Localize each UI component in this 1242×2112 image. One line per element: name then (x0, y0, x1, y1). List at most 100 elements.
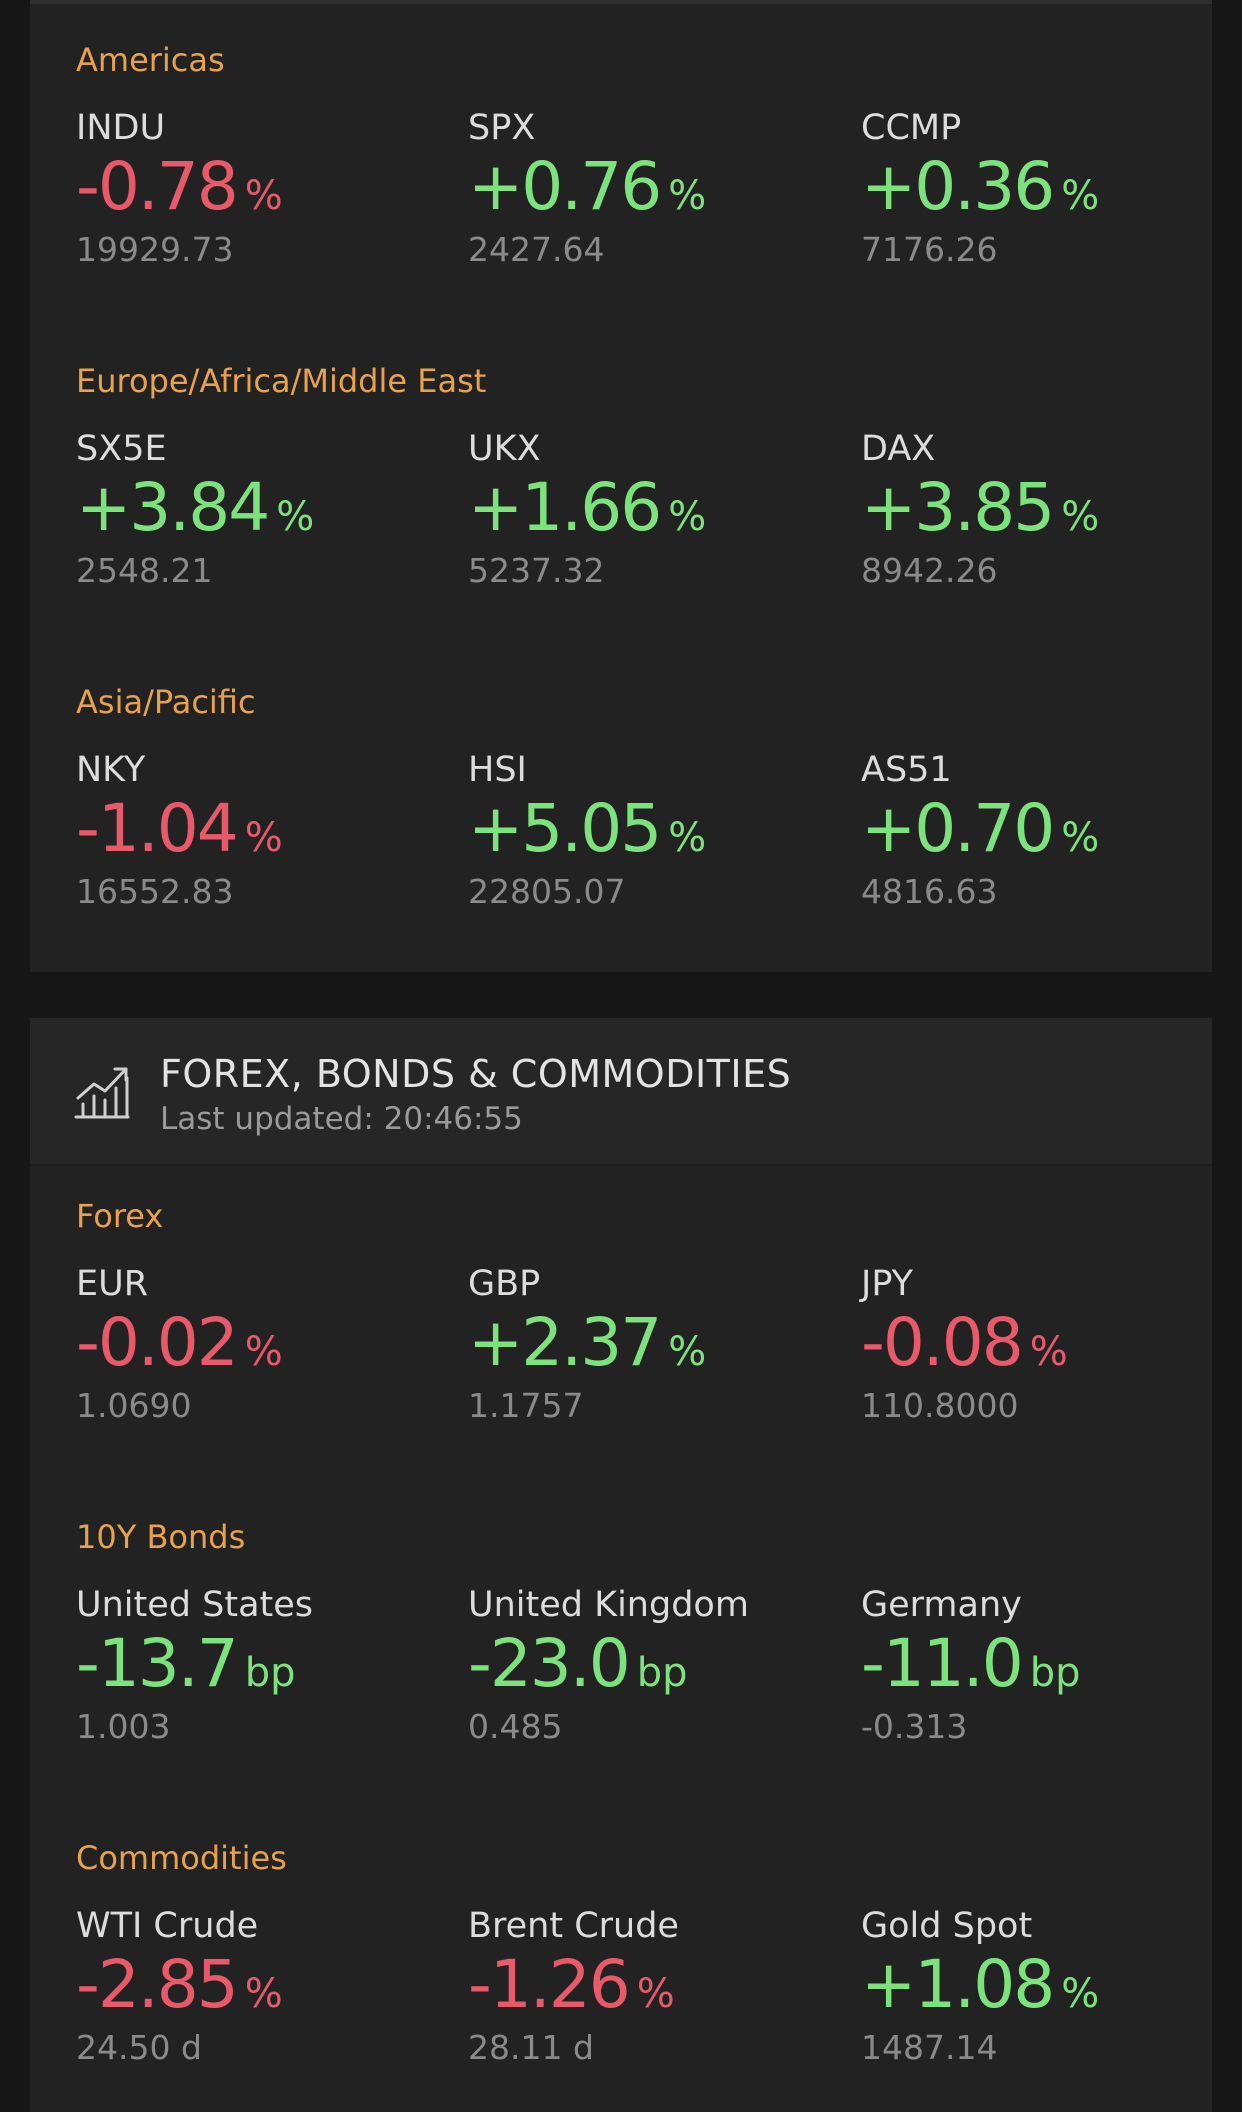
change-value: +3.85 (861, 469, 1055, 546)
quote-name: Gold Spot (861, 1906, 1033, 1946)
quote-name: HSI (468, 750, 527, 790)
quote-change: +3.84% (76, 469, 314, 546)
quote-tile-sx5e[interactable]: SX5E +3.84% 2548.21 (76, 429, 456, 619)
change-value: +2.37 (468, 1304, 662, 1381)
quote-tile-united-kingdom[interactable]: United Kingdom -23.0 bp 0.485 (468, 1585, 848, 1775)
last-updated-timestamp: Last updated: 20:46:55 (160, 1101, 523, 1137)
change-value: +1.08 (861, 1946, 1055, 2023)
quote-last-value: 1.1757 (468, 1386, 584, 1425)
quote-change: -0.08% (861, 1304, 1068, 1381)
quote-last-value: 1487.14 (861, 2028, 998, 2067)
change-value: +0.70 (861, 790, 1055, 867)
quote-tile-dax[interactable]: DAX +3.85% 8942.26 (861, 429, 1241, 619)
change-unit: % (1061, 815, 1100, 861)
quote-tile-germany[interactable]: Germany -11.0 bp -0.313 (861, 1585, 1241, 1775)
quote-name: JPY (861, 1264, 914, 1304)
change-value: +0.36 (861, 148, 1055, 225)
change-unit: % (1029, 1329, 1068, 1375)
quote-last-value: 1.0690 (76, 1386, 192, 1425)
change-unit: bp (244, 1650, 296, 1696)
quote-name: United States (76, 1585, 314, 1625)
quote-name: SPX (468, 108, 536, 148)
quote-tile-brent-crude[interactable]: Brent Crude -1.26% 28.11 d (468, 1906, 848, 2096)
change-value: +1.66 (468, 469, 662, 546)
quote-name: United Kingdom (468, 1585, 749, 1625)
quote-change: -0.78% (76, 148, 283, 225)
quote-tile-gold-spot[interactable]: Gold Spot +1.08% 1487.14 (861, 1906, 1241, 2096)
quote-tile-as51[interactable]: AS51 +0.70% 4816.63 (861, 750, 1241, 940)
quote-tile-eur[interactable]: EUR -0.02% 1.0690 (76, 1264, 456, 1454)
quote-last-value: 28.11 d (468, 2028, 594, 2067)
quote-change: -1.26% (468, 1946, 675, 2023)
change-unit: % (1061, 173, 1100, 219)
quote-tile-gbp[interactable]: GBP +2.37% 1.1757 (468, 1264, 848, 1454)
quote-tile-indu[interactable]: INDU -0.78% 19929.73 (76, 108, 456, 298)
quote-tile-ccmp[interactable]: CCMP +0.36% 7176.26 (861, 108, 1241, 298)
quote-tile-ukx[interactable]: UKX +1.66% 5237.32 (468, 429, 848, 619)
section-label-commodities: Commodities (76, 1839, 287, 1877)
change-value: -23.0 (468, 1625, 631, 1702)
change-unit: % (244, 815, 283, 861)
quote-change: +0.76% (468, 148, 706, 225)
change-value: -13.7 (76, 1625, 239, 1702)
change-value: -1.26 (468, 1946, 631, 2023)
quote-last-value: 1.003 (76, 1707, 171, 1746)
forex-bonds-commodities-card: FOREX, BONDS & COMMODITIES Last updated:… (30, 1018, 1212, 2112)
change-unit: % (668, 1329, 707, 1375)
quote-last-value: 8942.26 (861, 551, 998, 590)
section-label-europe-africa-middle-east: Europe/Africa/Middle East (76, 362, 487, 400)
change-value: -0.08 (861, 1304, 1024, 1381)
quote-tile-wti-crude[interactable]: WTI Crude -2.85% 24.50 d (76, 1906, 456, 2096)
change-unit: bp (1029, 1650, 1081, 1696)
quote-last-value: 110.8000 (861, 1386, 1019, 1425)
section-label-asia-pacific: Asia/Pacific (76, 683, 256, 721)
quote-change: +0.36% (861, 148, 1099, 225)
change-unit: % (668, 494, 707, 540)
section-label-10y-bonds: 10Y Bonds (76, 1518, 246, 1556)
change-value: -2.85 (76, 1946, 239, 2023)
quote-name: SX5E (76, 429, 167, 469)
chart-trend-icon (74, 1064, 130, 1120)
quote-name: EUR (76, 1264, 149, 1304)
change-value: -0.78 (76, 148, 239, 225)
quote-name: Brent Crude (468, 1906, 679, 1946)
quote-name: NKY (76, 750, 146, 790)
quote-last-value: 7176.26 (861, 230, 998, 269)
change-unit: bp (636, 1650, 688, 1696)
quote-name: AS51 (861, 750, 952, 790)
quote-tile-jpy[interactable]: JPY -0.08% 110.8000 (861, 1264, 1241, 1454)
change-unit: % (1061, 494, 1100, 540)
change-unit: % (276, 494, 315, 540)
quote-tile-nky[interactable]: NKY -1.04% 16552.83 (76, 750, 456, 940)
quote-change: -13.7 bp (76, 1625, 296, 1702)
card-header[interactable]: FOREX, BONDS & COMMODITIES Last updated:… (30, 1018, 1212, 1166)
change-unit: % (244, 173, 283, 219)
world-indices-card: Americas INDU -0.78% 19929.73 SPX +0.76% 2427.… (30, 0, 1212, 972)
change-value: -0.02 (76, 1304, 239, 1381)
quote-last-value: -0.313 (861, 1707, 968, 1746)
card-title: FOREX, BONDS & COMMODITIES (160, 1052, 792, 1096)
quote-tile-spx[interactable]: SPX +0.76% 2427.64 (468, 108, 848, 298)
quote-last-value: 2427.64 (468, 230, 605, 269)
quote-last-value: 19929.73 (76, 230, 234, 269)
quote-tile-hsi[interactable]: HSI +5.05% 22805.07 (468, 750, 848, 940)
quote-tile-united-states[interactable]: United States -13.7 bp 1.003 (76, 1585, 456, 1775)
quote-change: +2.37% (468, 1304, 706, 1381)
change-unit: % (244, 1329, 283, 1375)
quote-name: WTI Crude (76, 1906, 259, 1946)
quote-last-value: 4816.63 (861, 872, 998, 911)
quote-change: -1.04% (76, 790, 283, 867)
change-value: +0.76 (468, 148, 662, 225)
change-unit: % (668, 815, 707, 861)
change-unit: % (668, 173, 707, 219)
change-value: +5.05 (468, 790, 662, 867)
change-unit: % (1061, 1971, 1100, 2017)
change-value: -11.0 (861, 1625, 1024, 1702)
quote-last-value: 16552.83 (76, 872, 234, 911)
quote-name: CCMP (861, 108, 962, 148)
quote-change: +5.05% (468, 790, 706, 867)
quote-change: -0.02% (76, 1304, 283, 1381)
quote-name: UKX (468, 429, 541, 469)
quote-change: +3.85% (861, 469, 1099, 546)
quote-last-value: 5237.32 (468, 551, 605, 590)
